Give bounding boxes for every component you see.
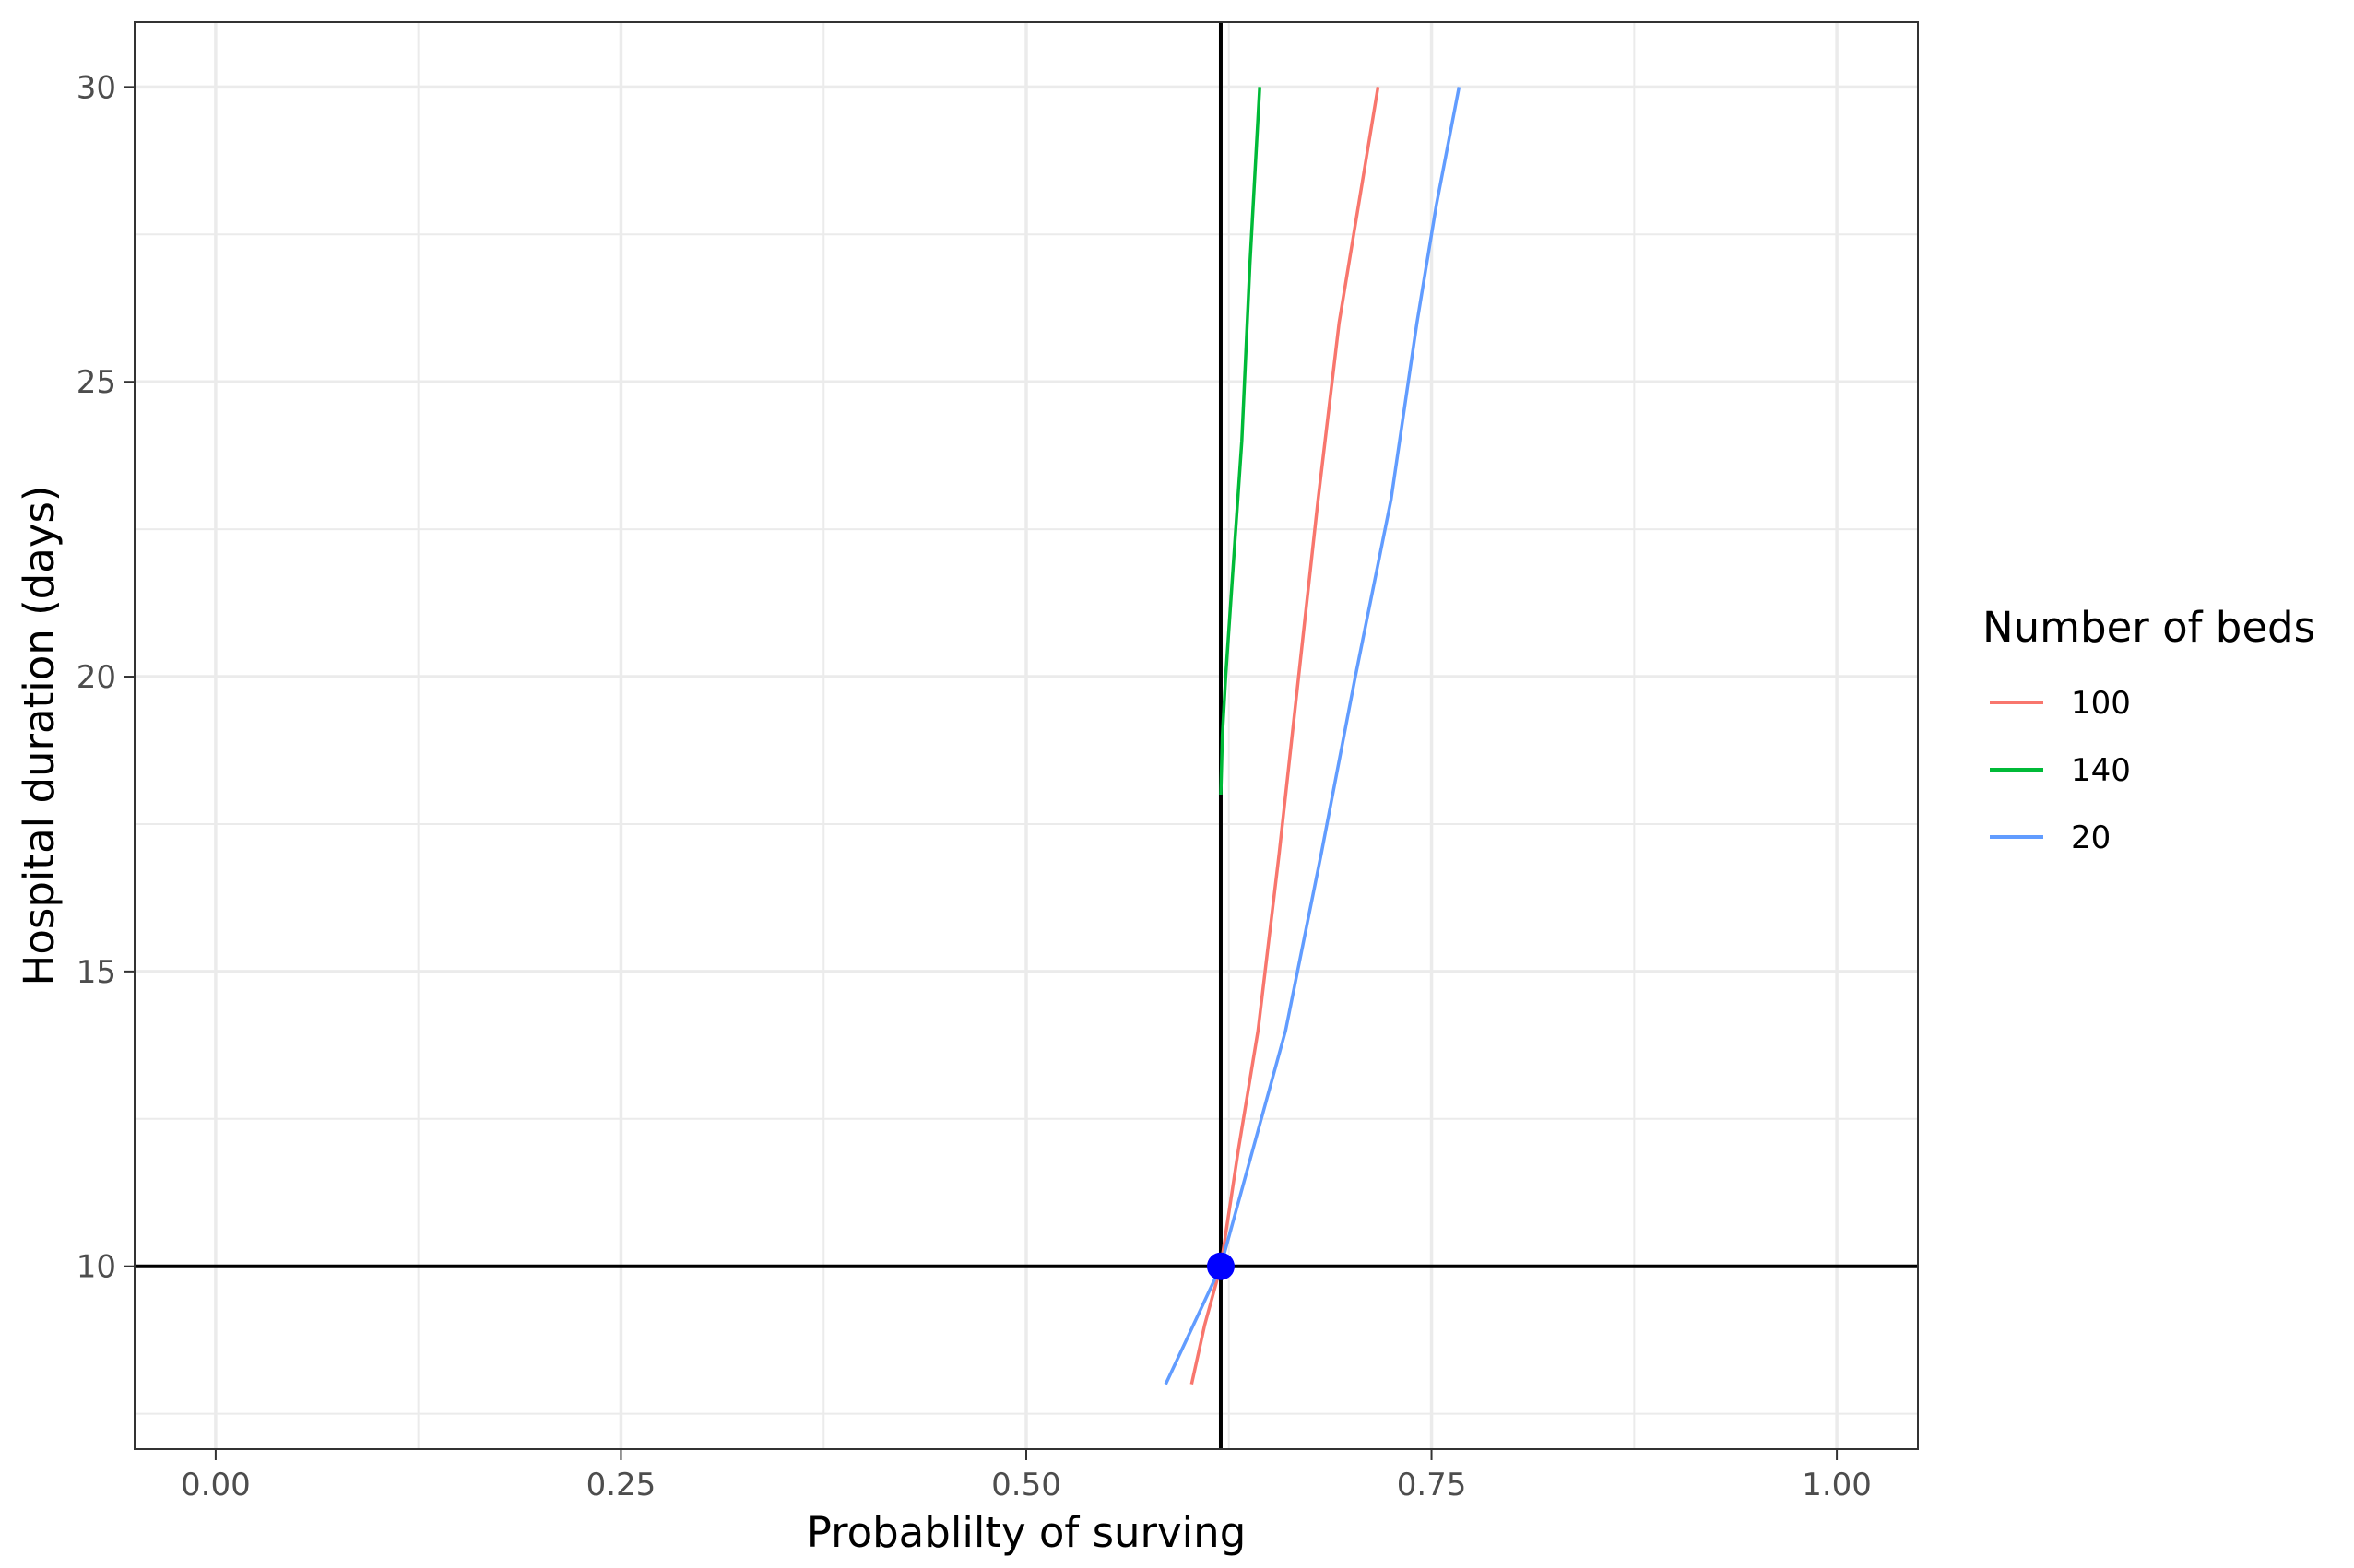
x-tick-label: 1.00: [1802, 1467, 1872, 1503]
y-tick-label: 25: [77, 364, 116, 401]
series-lines: [1164, 87, 1461, 1385]
x-tick-label: 0.75: [1397, 1467, 1467, 1503]
legend-label-140: 140: [2071, 752, 2131, 789]
legend: Number of beds 100 140 20: [1982, 603, 2315, 856]
y-tick-label: 10: [77, 1249, 116, 1286]
y-tick-label: 20: [77, 659, 116, 696]
x-tick-label: 0.00: [181, 1467, 251, 1503]
series-line-20: [1164, 87, 1461, 1385]
x-tick-label: 0.25: [586, 1467, 657, 1503]
marker: [1206, 1252, 1235, 1280]
legend-label-100: 100: [2071, 685, 2131, 722]
x-axis-title: Probablilty of surving: [807, 1508, 1247, 1557]
axis-ticks: 0.00 0.25 0.50 0.75 1.00 10 15 20 25 30: [77, 69, 1872, 1503]
y-tick-label: 15: [77, 954, 116, 991]
y-axis-title: Hospital duration (days): [15, 486, 64, 986]
series-line-140: [1219, 87, 1261, 796]
highlight-point: [1206, 1252, 1235, 1280]
x-tick-label: 0.50: [991, 1467, 1061, 1503]
legend-title: Number of beds: [1982, 603, 2315, 652]
series-line-100: [1189, 87, 1380, 1385]
y-tick-label: 30: [77, 69, 116, 106]
legend-label-20: 20: [2071, 819, 2111, 856]
